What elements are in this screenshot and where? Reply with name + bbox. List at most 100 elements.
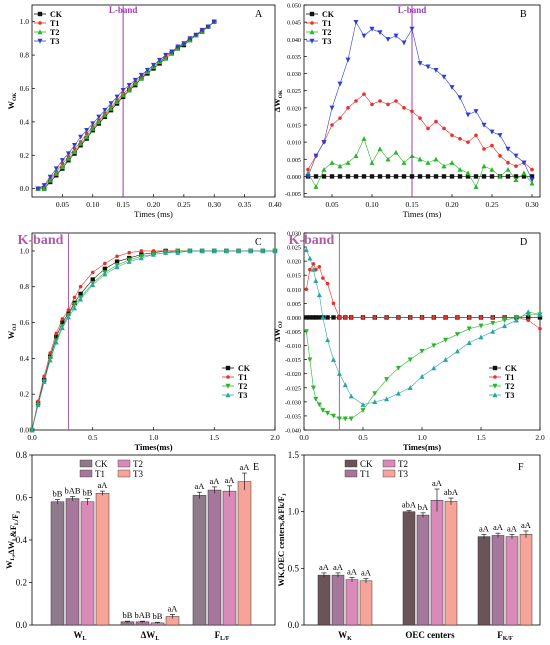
data-point bbox=[396, 315, 401, 320]
data-point bbox=[84, 134, 90, 140]
legend-label: T1 bbox=[505, 373, 514, 382]
data-point bbox=[345, 174, 351, 179]
y-tick-label: 0.020 bbox=[287, 105, 301, 112]
x-tick-label: 0.5 bbox=[358, 433, 368, 442]
significance-label: aA bbox=[347, 566, 358, 576]
significance-label: aA bbox=[432, 478, 443, 488]
data-point bbox=[409, 26, 415, 32]
panel-letter: C bbox=[255, 237, 262, 248]
series-T3 bbox=[29, 248, 278, 433]
data-point bbox=[211, 248, 217, 254]
data-point bbox=[41, 379, 47, 384]
data-point bbox=[260, 248, 266, 254]
y-tick-label: 0.0 bbox=[20, 426, 30, 435]
data-point bbox=[313, 153, 319, 159]
data-point bbox=[450, 133, 454, 138]
series-T1 bbox=[30, 249, 277, 432]
legend-label: T1 bbox=[322, 19, 331, 28]
data-point bbox=[132, 77, 138, 83]
data-point bbox=[431, 343, 437, 349]
data-point bbox=[443, 357, 449, 362]
legend-label: T1 bbox=[360, 469, 370, 479]
x-tick-label: 0.40 bbox=[268, 200, 281, 209]
series-CK bbox=[29, 248, 278, 433]
data-point bbox=[303, 247, 309, 253]
data-point bbox=[115, 254, 119, 259]
data-point bbox=[330, 123, 334, 127]
data-point bbox=[513, 153, 519, 159]
legend-label: CK bbox=[238, 364, 251, 373]
significance-label: abA bbox=[402, 500, 417, 510]
data-point bbox=[458, 136, 462, 141]
legend-marker bbox=[225, 383, 231, 389]
data-point bbox=[65, 314, 71, 320]
y-tick-label: 0.0 bbox=[16, 620, 28, 630]
data-point bbox=[41, 183, 47, 188]
data-point bbox=[304, 315, 309, 320]
data-point bbox=[138, 255, 144, 261]
data-point bbox=[320, 408, 326, 413]
significance-label: aA bbox=[507, 523, 518, 533]
data-point bbox=[395, 390, 401, 396]
data-point bbox=[337, 315, 342, 320]
data-point bbox=[497, 173, 503, 179]
legend-label: CK bbox=[322, 10, 335, 19]
data-point bbox=[345, 57, 351, 63]
data-point bbox=[521, 174, 527, 179]
series-line bbox=[38, 21, 215, 189]
data-point bbox=[316, 292, 322, 298]
data-point bbox=[505, 174, 511, 179]
data-point bbox=[325, 281, 330, 286]
data-point bbox=[481, 163, 487, 169]
data-point bbox=[29, 427, 35, 433]
data-point bbox=[329, 160, 335, 165]
legend-label: T3 bbox=[238, 391, 247, 400]
data-point bbox=[449, 174, 455, 179]
data-point bbox=[331, 301, 336, 306]
data-point bbox=[362, 92, 366, 96]
x-tick-label: 0.5 bbox=[88, 433, 98, 442]
data-point bbox=[175, 44, 181, 50]
data-point bbox=[66, 308, 71, 312]
data-point bbox=[465, 174, 471, 179]
y-tick-label: 1.0 bbox=[20, 246, 30, 255]
data-point bbox=[313, 184, 319, 189]
y-tick-label: -0.010 bbox=[285, 343, 301, 350]
data-point bbox=[342, 416, 348, 422]
y-tick-label: -0.005 bbox=[285, 191, 301, 198]
y-tick-label: 0.005 bbox=[287, 157, 301, 164]
data-point bbox=[311, 315, 316, 320]
bar-T2 bbox=[80, 501, 95, 626]
data-point bbox=[126, 259, 132, 264]
legend-marker bbox=[492, 392, 498, 398]
y-tick-label: 0.6 bbox=[20, 318, 30, 327]
bar-T3 bbox=[237, 481, 252, 626]
y-tick-label: 0.040 bbox=[287, 37, 301, 44]
x-tick-label: 0.30 bbox=[525, 200, 538, 209]
data-point bbox=[419, 373, 425, 379]
data-point bbox=[361, 174, 367, 179]
data-point bbox=[465, 170, 471, 176]
data-point bbox=[343, 315, 348, 320]
data-point bbox=[205, 24, 211, 30]
data-point bbox=[313, 278, 319, 284]
y-tick-label: 0.8 bbox=[16, 450, 28, 460]
data-point bbox=[60, 161, 65, 166]
data-point bbox=[331, 357, 336, 362]
data-point bbox=[310, 385, 316, 391]
legend-label: T1 bbox=[238, 373, 247, 382]
data-point bbox=[417, 174, 423, 179]
legend-label: T2 bbox=[505, 382, 514, 391]
data-point bbox=[431, 365, 437, 371]
data-point bbox=[466, 340, 472, 345]
data-point bbox=[441, 74, 447, 80]
data-point bbox=[102, 271, 108, 277]
significance-label: bB bbox=[53, 489, 63, 499]
category-label: WL bbox=[73, 630, 86, 642]
data-point bbox=[360, 402, 366, 407]
bar-CK bbox=[50, 501, 65, 626]
significance-label: aA bbox=[225, 475, 236, 485]
data-point bbox=[54, 334, 59, 340]
